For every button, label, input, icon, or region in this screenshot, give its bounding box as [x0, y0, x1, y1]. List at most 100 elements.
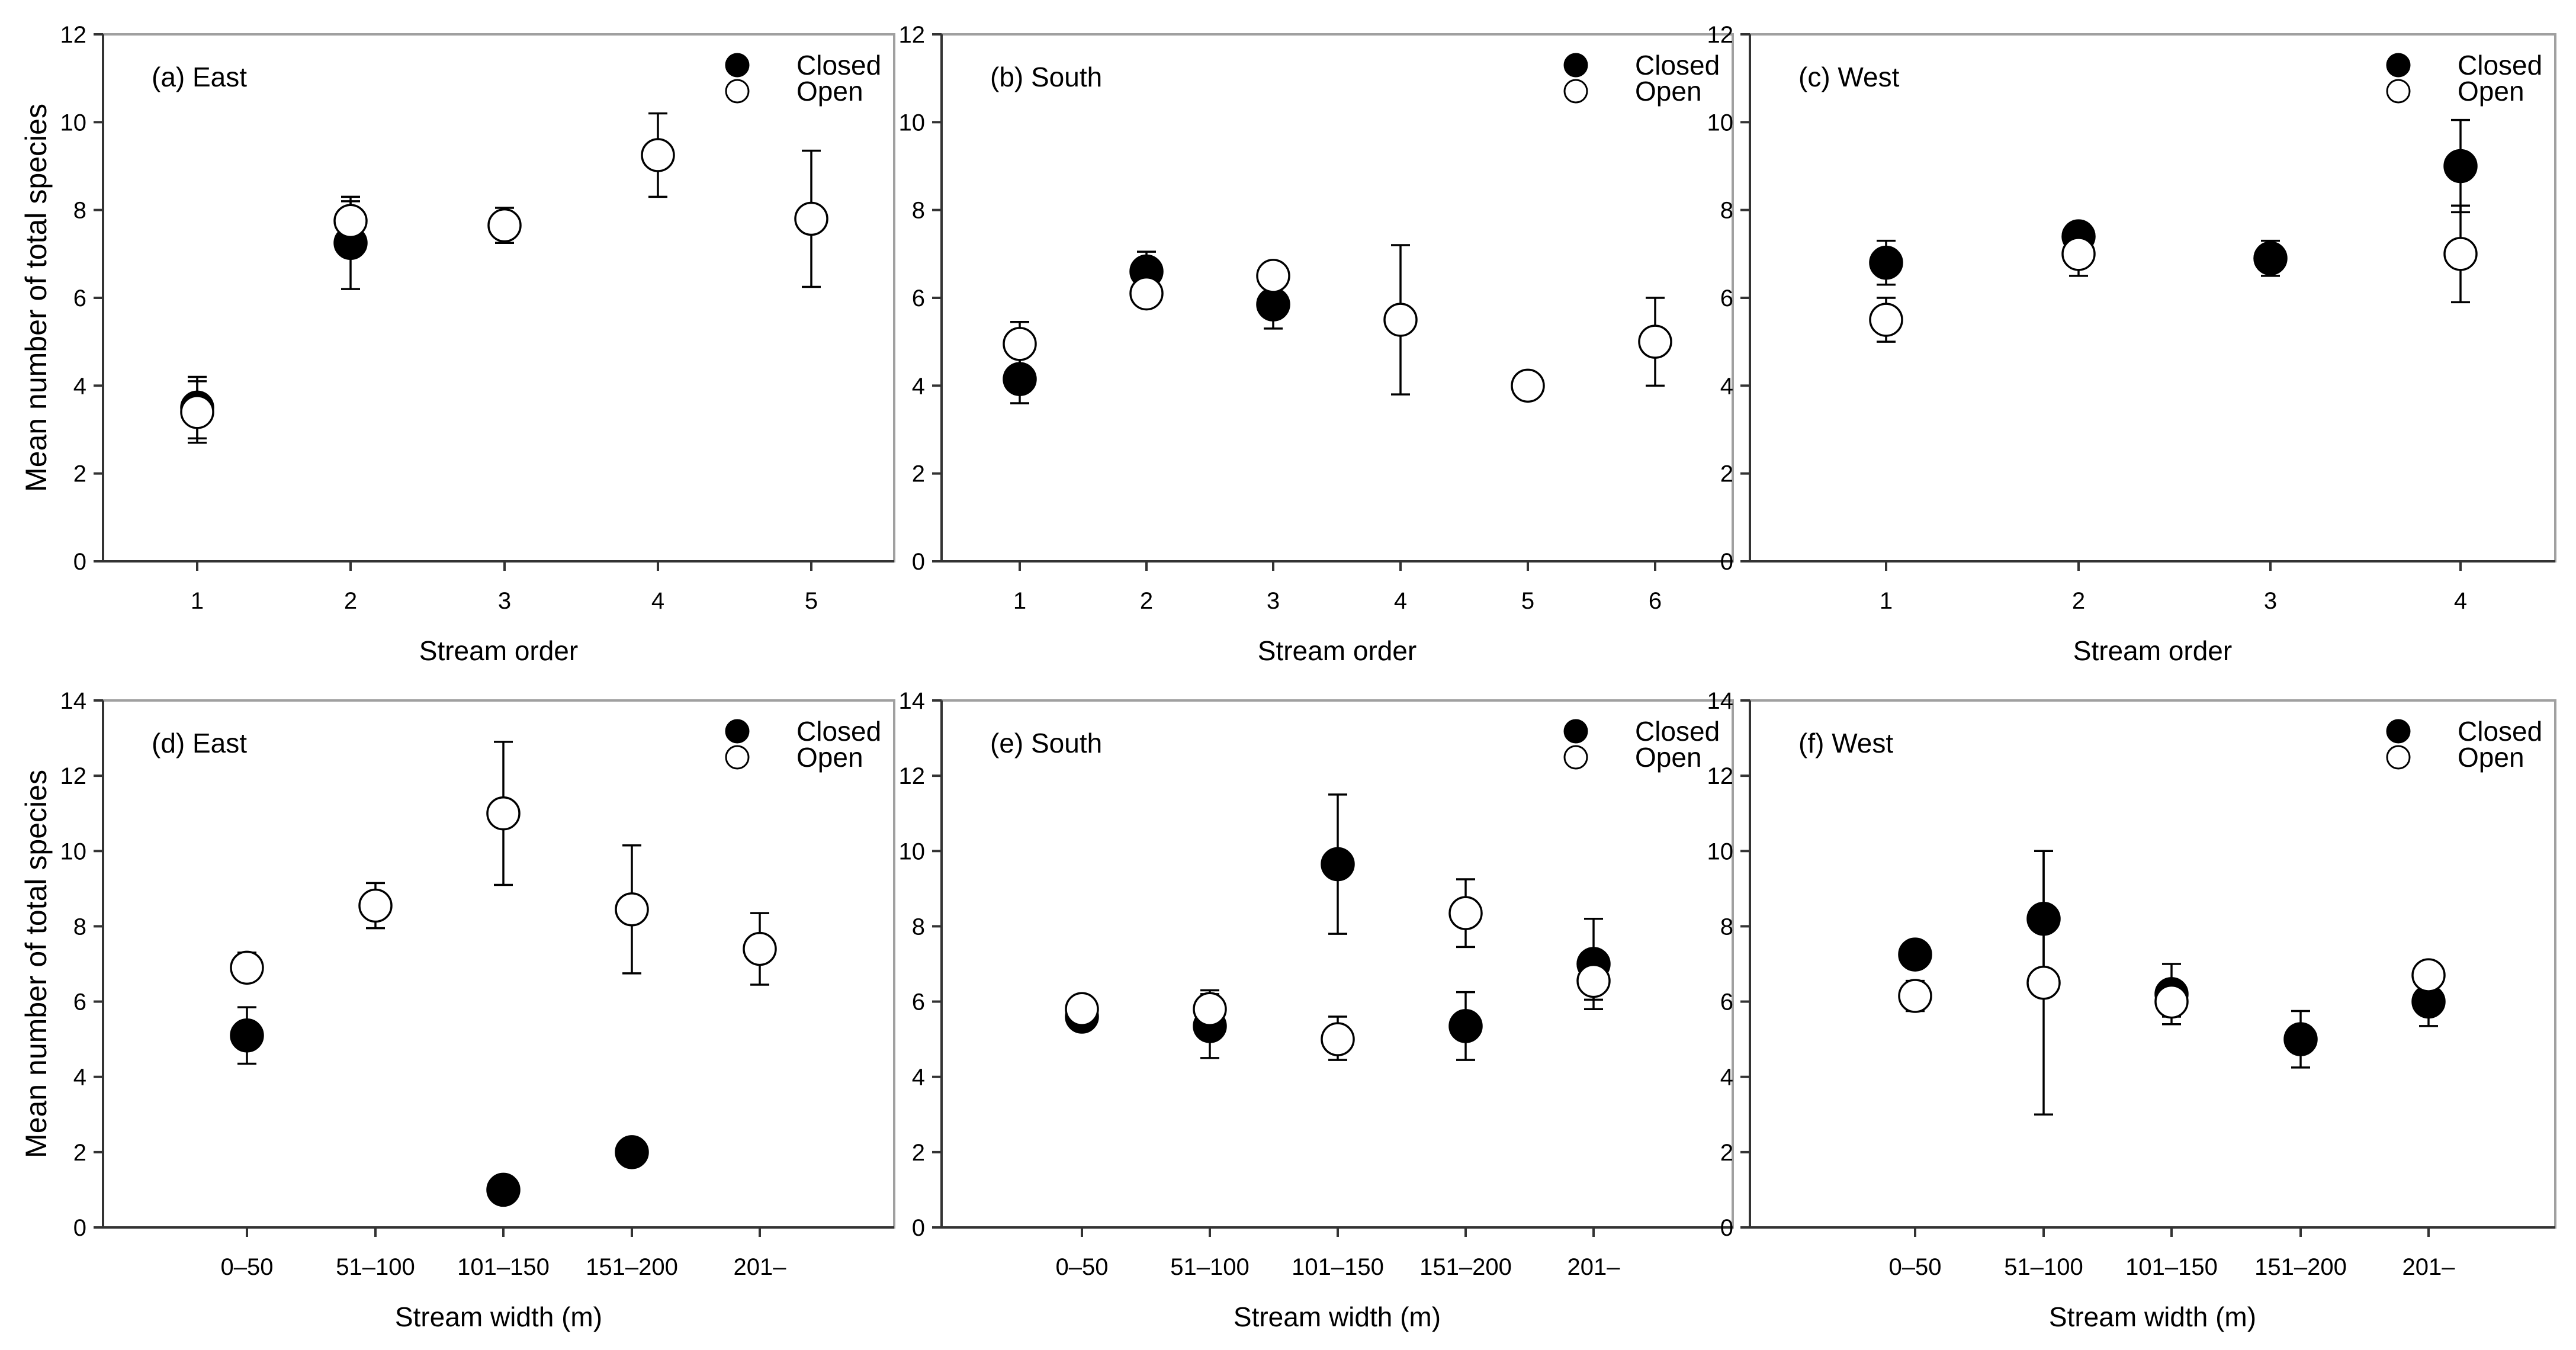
open-point [1576, 963, 1611, 998]
legend-closed-label: Closed [796, 50, 881, 81]
open-point [230, 950, 264, 985]
legend-open-marker [1563, 79, 1588, 104]
closed-point [1898, 937, 1932, 972]
open-point [1869, 303, 1903, 337]
legend-open-marker [725, 745, 750, 770]
y-tick-label: 0 [73, 1215, 86, 1241]
y-axis-title: Mean number of total species [20, 104, 53, 492]
x-axis-title: Stream order [2073, 635, 2232, 666]
y-tick-label: 0 [73, 549, 86, 575]
y-tick-label: 4 [912, 373, 925, 399]
legend-open-label: Open [796, 76, 863, 107]
open-point [358, 888, 393, 923]
y-tick-label: 10 [899, 110, 926, 136]
open-point [1511, 368, 1545, 403]
y-tick-label: 12 [1707, 763, 1734, 789]
panel-e: 0 2 4 6 8 10 12 14 0–50 51–100 101–150 151–200 201– S… [899, 688, 1734, 1332]
open-point [1003, 327, 1037, 361]
closed-point [1869, 245, 1903, 280]
x-tick-label: 0–50 [1056, 1254, 1109, 1280]
x-tick-label: 151–200 [586, 1254, 678, 1280]
x-axis-title: Stream order [1258, 635, 1417, 666]
open-point [2154, 984, 2189, 1019]
panel-title: (b) South [990, 62, 1102, 92]
x-axis-title: Stream width (m) [2049, 1301, 2256, 1332]
y-tick-label: 0 [912, 1215, 925, 1241]
x-tick-label: 3 [498, 588, 511, 614]
open-point [1638, 324, 1672, 359]
legend-open-marker [2386, 745, 2411, 770]
x-tick-label: 2 [2072, 588, 2085, 614]
y-tick-label: 8 [912, 198, 925, 224]
y-tick-label: 14 [899, 688, 926, 714]
x-axis-title: Stream order [419, 635, 578, 666]
open-point [2026, 966, 2061, 1000]
open-point [794, 201, 828, 236]
open-point [1448, 896, 1483, 930]
x-tick-label: 2 [1140, 588, 1153, 614]
legend-closed-label: Closed [1635, 716, 1720, 747]
x-tick-label: 5 [1521, 588, 1534, 614]
panel-title: (d) East [152, 728, 247, 758]
legend-open-marker [725, 79, 750, 104]
closed-point [2253, 241, 2288, 275]
legend-closed-marker [2386, 53, 2411, 78]
y-tick-label: 14 [1707, 688, 1734, 714]
panel-title: (a) East [152, 62, 247, 92]
x-tick-label: 3 [1267, 588, 1280, 614]
y-tick-label: 10 [60, 838, 87, 864]
y-tick-label: 2 [1720, 1140, 1733, 1166]
open-point [486, 796, 521, 831]
y-tick-label: 10 [1707, 838, 1734, 864]
x-tick-label: 4 [1394, 588, 1407, 614]
x-tick-label: 51–100 [2004, 1254, 2083, 1280]
x-tick-label: 101–150 [457, 1254, 550, 1280]
y-axis-title: Mean number of total species [20, 770, 53, 1158]
y-tick-label: 4 [1720, 373, 1733, 399]
legend-closed-label: Closed [1635, 50, 1720, 81]
y-tick-label: 6 [73, 989, 86, 1015]
closed-point [1003, 362, 1037, 396]
y-tick-label: 4 [73, 373, 86, 399]
y-tick-label: 12 [60, 22, 87, 48]
x-tick-label: 51–100 [336, 1254, 415, 1280]
x-tick-label: 101–150 [2125, 1254, 2218, 1280]
y-tick-label: 12 [1707, 22, 1734, 48]
x-tick-label: 4 [651, 588, 664, 614]
x-tick-label: 3 [2264, 588, 2277, 614]
x-tick-label: 51–100 [1170, 1254, 1249, 1280]
y-tick-label: 0 [1720, 549, 1733, 575]
legend-closed-marker [2386, 719, 2411, 744]
open-point [1321, 1022, 1355, 1056]
x-tick-label: 101–150 [1292, 1254, 1384, 1280]
open-point [180, 395, 214, 429]
y-tick-label: 0 [912, 549, 925, 575]
legend-open-label: Open [2458, 742, 2524, 773]
closed-point [486, 1172, 521, 1207]
open-point [487, 208, 522, 243]
open-point [2411, 958, 2446, 992]
y-tick-label: 2 [912, 461, 925, 487]
x-tick-label: 5 [805, 588, 818, 614]
x-axis-title: Stream width (m) [395, 1301, 602, 1332]
y-tick-label: 6 [73, 285, 86, 311]
legend-open-marker [2386, 79, 2411, 104]
closed-point [2283, 1022, 2318, 1056]
open-point [2443, 237, 2478, 271]
closed-point [2443, 149, 2478, 184]
x-tick-label: 1 [191, 588, 204, 614]
y-tick-label: 14 [60, 688, 87, 714]
legend-open-marker [1563, 745, 1588, 770]
x-tick-label: 6 [1649, 588, 1662, 614]
y-tick-label: 6 [912, 989, 925, 1015]
open-point [333, 204, 368, 238]
legend-closed-label: Closed [2458, 716, 2542, 747]
x-tick-label: 1 [1013, 588, 1026, 614]
y-tick-label: 8 [1720, 914, 1733, 940]
panel-title: (c) West [1798, 62, 1900, 92]
x-tick-label: 201– [2402, 1254, 2456, 1280]
panel-title: (f) West [1798, 728, 1893, 758]
